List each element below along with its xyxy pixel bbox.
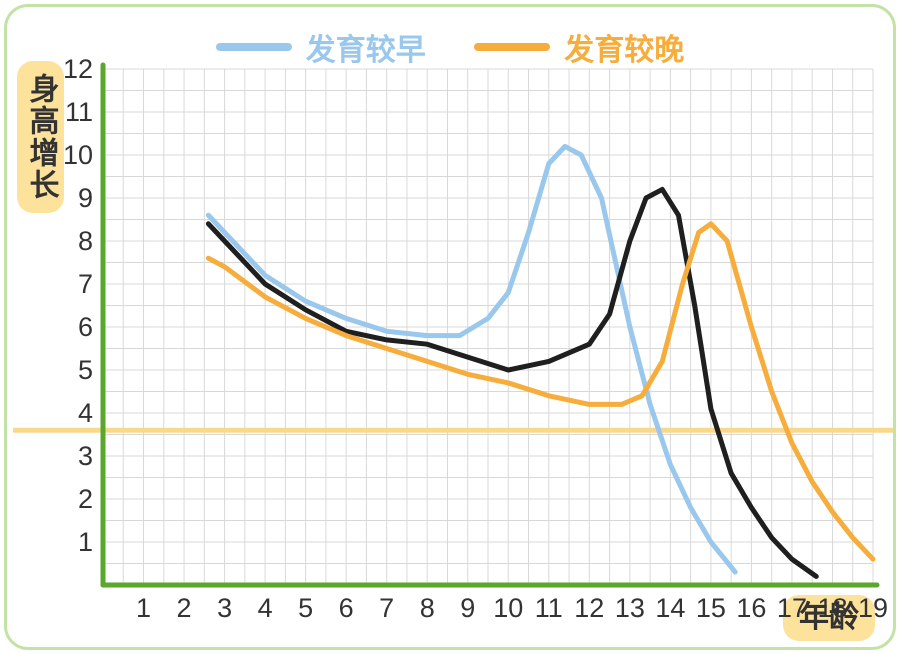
y-tick: 5 [78, 355, 93, 385]
y-tick: 6 [78, 312, 93, 342]
x-tick: 15 [696, 593, 726, 623]
x-tick: 18 [817, 593, 847, 623]
x-tick: 8 [420, 593, 435, 623]
chart-svg: 123456789101112 123456789101112131415161… [7, 7, 899, 653]
axes [103, 65, 877, 585]
y-tick: 11 [65, 97, 93, 127]
y-tick: 10 [63, 140, 93, 170]
chart-frame: 发育较早 发育较晚 身高增长 年龄 123456789101112 123456… [4, 4, 896, 650]
x-tick: 14 [655, 593, 685, 623]
y-tick-labels: 123456789101112 [63, 54, 93, 557]
x-tick: 19 [858, 593, 888, 623]
x-tick: 2 [177, 593, 192, 623]
x-tick: 1 [136, 593, 151, 623]
x-tick: 6 [339, 593, 354, 623]
x-tick: 4 [258, 593, 273, 623]
x-tick: 9 [460, 593, 475, 623]
x-tick: 5 [298, 593, 313, 623]
y-tick: 8 [78, 226, 93, 256]
x-tick: 7 [379, 593, 394, 623]
y-tick: 7 [78, 269, 93, 299]
x-tick: 10 [493, 593, 523, 623]
x-tick: 3 [217, 593, 232, 623]
y-tick: 3 [78, 441, 93, 471]
x-tick: 12 [574, 593, 604, 623]
y-tick: 9 [78, 183, 93, 213]
x-tick: 11 [535, 593, 563, 623]
x-tick-labels: 12345678910111213141516171819 [136, 593, 888, 623]
x-tick: 13 [615, 593, 645, 623]
x-tick: 16 [736, 593, 766, 623]
grid [103, 69, 873, 585]
y-tick: 1 [78, 527, 93, 557]
y-tick: 4 [78, 398, 93, 428]
series-group [208, 146, 873, 576]
x-tick: 17 [777, 593, 807, 623]
y-tick: 12 [63, 54, 93, 84]
y-tick: 2 [78, 484, 93, 514]
